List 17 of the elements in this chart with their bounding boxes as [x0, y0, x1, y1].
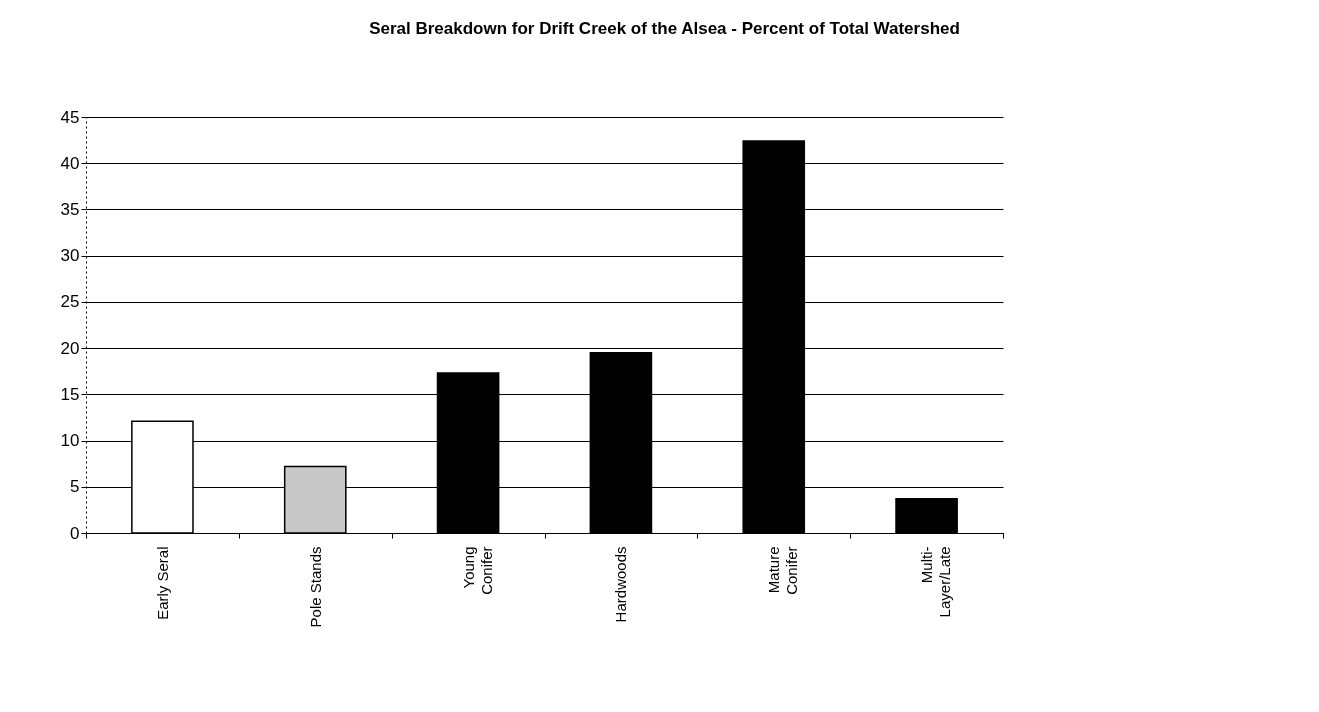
- x-tick-label: Multi-Layer/Late: [918, 546, 954, 618]
- y-tick-label: 35: [60, 199, 80, 219]
- x-tick-label: Pole Stands: [306, 546, 324, 628]
- y-tick-label: 25: [60, 292, 80, 312]
- y-tick-label: 30: [60, 246, 80, 266]
- y-tick-label: 10: [60, 431, 80, 451]
- y-tick-label: 0: [70, 523, 80, 543]
- y-tick-label: 15: [60, 384, 80, 404]
- y-tick-label: 5: [70, 477, 80, 497]
- chart-title: Seral Breakdown for Drift Creek of the Alsea - Percent of Total Watershed: [369, 19, 960, 38]
- y-tick-label: 45: [60, 107, 80, 127]
- x-tick-label: Mature Conifer: [765, 546, 801, 595]
- y-tick-label: 20: [60, 338, 80, 358]
- x-tick-label: Early Seral: [153, 546, 171, 620]
- x-tick-label: Young Conifer: [459, 546, 495, 595]
- x-tick-label: Hardwoods: [612, 546, 630, 623]
- y-tick-label: 40: [60, 153, 80, 173]
